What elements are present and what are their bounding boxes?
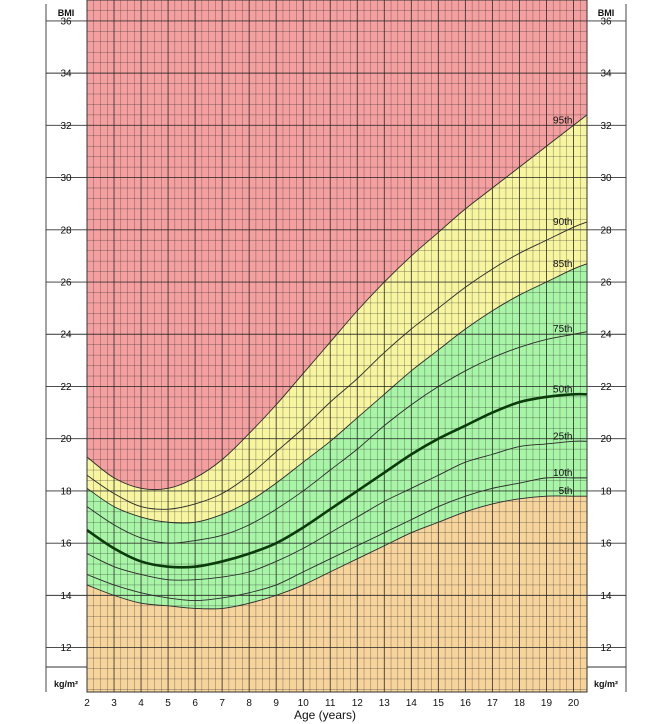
x-tick-label: 10 xyxy=(298,698,310,709)
x-tick-label: 18 xyxy=(514,698,526,709)
y-axis-right: 12 14 16 18 20 22 24 26 28 30 32 34 36 xyxy=(587,4,627,692)
y-tick-label-right: 16 xyxy=(600,539,612,550)
x-tick-label: 20 xyxy=(568,698,580,709)
y-tick-label-right: 26 xyxy=(600,278,612,289)
x-tick-label: 19 xyxy=(541,698,553,709)
line-50th xyxy=(86,392,588,569)
x-tick-label: 7 xyxy=(219,698,225,709)
line-90th xyxy=(86,221,588,510)
y-tick-label-left: 34 xyxy=(60,69,72,80)
line-5th xyxy=(86,495,587,610)
x-tick-label: 6 xyxy=(192,698,198,709)
unit-label-left: kg/m² xyxy=(54,679,78,689)
line-85th xyxy=(86,263,588,524)
y-tick-label-right: 28 xyxy=(600,225,612,236)
y-tick-label-left: 30 xyxy=(60,173,72,184)
y-tick-label-left: 22 xyxy=(60,382,72,393)
y-tick-label-left: 16 xyxy=(60,539,72,550)
y-title-left: BMI xyxy=(58,8,75,18)
y-tick-label-left: 32 xyxy=(60,121,72,132)
y-tick-label-right: 24 xyxy=(600,330,612,341)
y-tick-label-right: 18 xyxy=(600,486,612,497)
line-95th xyxy=(86,114,588,491)
x-tick-label: 4 xyxy=(138,698,144,709)
x-tick-label: 8 xyxy=(246,698,252,709)
unit-label-right: kg/m² xyxy=(594,679,618,689)
x-tick-label: 9 xyxy=(273,698,279,709)
y-tick-label-right: 36 xyxy=(600,16,612,27)
y-tick-label-left: 12 xyxy=(60,643,72,654)
x-axis-title: Age (years) xyxy=(294,708,356,722)
y-tick-label-left: 26 xyxy=(60,278,72,289)
x-tick-label: 3 xyxy=(111,698,117,709)
x-tick-label: 16 xyxy=(460,698,472,709)
x-tick-label: 15 xyxy=(433,698,445,709)
y-tick-label-right: 14 xyxy=(600,591,612,602)
x-tick-label: 17 xyxy=(487,698,499,709)
y-tick-label-left: 24 xyxy=(60,330,72,341)
x-tick-label: 2 xyxy=(84,698,90,709)
y-tick-label-left: 28 xyxy=(60,225,72,236)
y-axis-left: 12 14 16 18 20 22 24 26 28 30 32 34 36 xyxy=(45,4,87,692)
percentile-labels: 5th 10th 25th 50th 75th 85th 90th 95th xyxy=(553,115,572,497)
y-tick-label-right: 20 xyxy=(600,434,612,445)
x-tick-label: 5 xyxy=(165,698,171,709)
x-tick-label: 13 xyxy=(379,698,391,709)
line-10th xyxy=(86,477,587,602)
y-tick-label-right: 12 xyxy=(600,643,612,654)
x-tick-label: 12 xyxy=(352,698,364,709)
y-tick-label-right: 32 xyxy=(600,121,612,132)
x-tick-label: 11 xyxy=(325,698,336,709)
label-50th: 50th xyxy=(553,384,572,395)
y-tick-label-left: 18 xyxy=(60,486,72,497)
label-85th: 85th xyxy=(553,259,572,270)
line-25th xyxy=(86,440,588,581)
y-title-right: BMI xyxy=(598,8,615,18)
line-75th xyxy=(86,331,588,544)
label-90th: 90th xyxy=(553,217,572,228)
y-tick-label-left: 20 xyxy=(60,434,72,445)
y-tick-label-right: 22 xyxy=(600,382,612,393)
y-tick-label-right: 30 xyxy=(600,173,612,184)
label-25th: 25th xyxy=(553,431,572,442)
label-95th: 95th xyxy=(553,115,572,126)
label-10th: 10th xyxy=(553,468,572,479)
y-tick-label-left: 36 xyxy=(60,16,72,27)
x-tick-label: 14 xyxy=(406,698,418,709)
y-tick-label-right: 34 xyxy=(600,69,612,80)
label-75th: 75th xyxy=(553,324,572,335)
y-tick-label-left: 14 xyxy=(60,591,72,602)
label-5th: 5th xyxy=(559,486,573,497)
x-axis: 2 3 4 5 6 7 8 9 10 11 12 13 14 15 16 17 18 19 20 xyxy=(84,691,587,709)
percentile-lines xyxy=(86,114,588,610)
